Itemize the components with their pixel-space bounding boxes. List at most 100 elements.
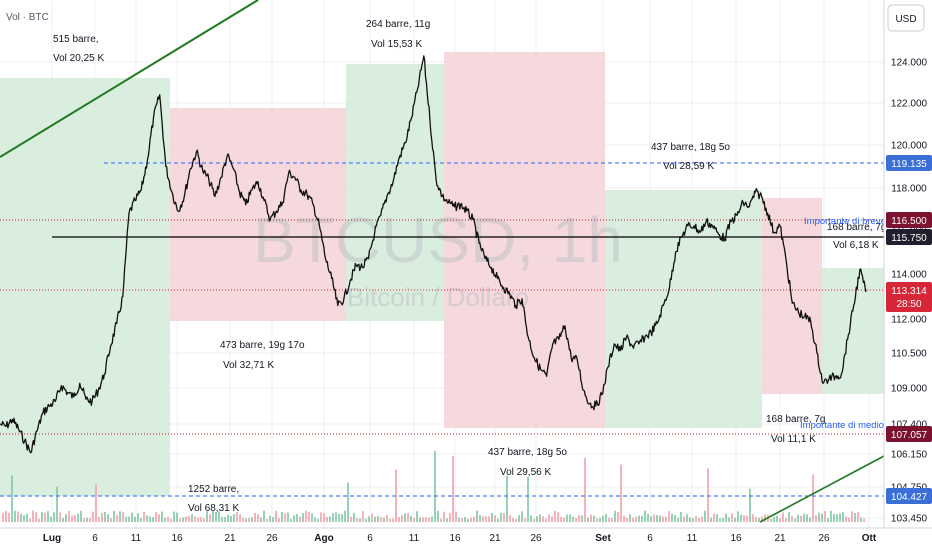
x-tick-label: 26: [818, 533, 830, 544]
price-series-line: [0, 55, 867, 454]
volume-bar: [761, 516, 763, 522]
annotation-4-line2: Vol 6,18 K: [833, 240, 879, 251]
volume-bar: [404, 513, 406, 522]
volume-bar: [632, 517, 634, 522]
volume-bar: [365, 518, 367, 522]
volume-bar: [347, 482, 349, 522]
volume-bar: [791, 516, 793, 522]
tag-104427-bg: [886, 488, 932, 504]
volume-bar: [563, 517, 565, 522]
volume-bar: [23, 515, 25, 522]
annotation-3-line1: 437 barre, 18g 5o: [651, 142, 730, 153]
volume-bar: [398, 517, 400, 522]
volume-bar: [674, 515, 676, 522]
y-tick-label: 114.000: [891, 270, 927, 281]
volume-bar: [269, 515, 271, 522]
volume-bar: [26, 513, 28, 522]
volume-bar: [5, 511, 7, 522]
tag-119135-bg: [886, 155, 932, 171]
volume-bar: [272, 517, 274, 522]
volume-bar: [419, 517, 421, 522]
volume-bar: [68, 511, 70, 522]
volume-bar: [278, 518, 280, 522]
currency-button[interactable]: USD: [887, 4, 925, 32]
volume-bar: [662, 516, 664, 522]
volume-bar: [794, 518, 796, 522]
volume-bar: [647, 513, 649, 522]
volume-bar: [665, 516, 667, 522]
volume-bar: [185, 516, 187, 522]
volume-bar: [701, 516, 703, 522]
volume-bar: [437, 510, 439, 522]
volume-bar: [329, 516, 331, 522]
volume-bar: [143, 512, 145, 522]
volume-bar: [812, 474, 814, 522]
volume-bar: [659, 515, 661, 522]
volume-bar: [125, 516, 127, 522]
volume-bar: [509, 515, 511, 522]
trendline-upper[interactable]: [0, 0, 259, 158]
annotation-2-line2: Vol 15,53 K: [371, 39, 422, 50]
volume-bar: [785, 518, 787, 522]
volume-bar: [458, 517, 460, 522]
volume-bar: [497, 518, 499, 522]
volume-bar: [494, 515, 496, 522]
annotation-6-line2: Vol 11,1 K: [771, 434, 816, 445]
volume-bar: [188, 515, 190, 522]
volume-bar: [215, 512, 217, 522]
time-axis-panel[interactable]: [0, 528, 884, 550]
volume-bar: [326, 517, 328, 522]
volume-bar: [14, 510, 16, 522]
volume-bar: [821, 513, 823, 522]
volume-bar: [245, 518, 247, 522]
trendline-lower[interactable]: [759, 455, 885, 523]
volume-bar: [311, 513, 313, 522]
volume-bar: [434, 450, 436, 522]
volume-bar: [353, 512, 355, 522]
x-tick-label: 21: [774, 533, 786, 544]
volume-bar: [239, 514, 241, 522]
x-tick-label: 6: [367, 533, 373, 544]
volume-bar: [284, 513, 286, 522]
volume-bar: [377, 516, 379, 522]
volume-bar: [134, 516, 136, 522]
y-tick-label: 110.500: [891, 349, 927, 360]
volume-bar: [842, 512, 844, 522]
volume-bar: [56, 486, 58, 522]
volume-bar: [734, 517, 736, 522]
volume-bar: [110, 518, 112, 522]
volume-bar: [455, 511, 457, 522]
volume-bar: [809, 517, 811, 522]
volume-bar: [299, 516, 301, 522]
volume-bar: [629, 514, 631, 522]
volume-bar: [527, 476, 529, 522]
volume-bar: [254, 513, 256, 522]
volume-bar: [200, 517, 202, 522]
tag-116500: 116.500: [891, 216, 927, 227]
volume-bar: [380, 517, 382, 522]
volume-bar: [344, 510, 346, 522]
volume-bar: [599, 517, 601, 522]
watermark-name: Bitcoin / Dollaro: [347, 282, 529, 312]
volume-bar: [548, 514, 550, 522]
volume-bar: [338, 513, 340, 522]
volume-bar: [59, 512, 61, 522]
volume-bar: [308, 511, 310, 522]
volume-bar: [689, 517, 691, 522]
volume-bar: [368, 516, 370, 522]
volume-bar: [719, 518, 721, 522]
annotation-3-line2: Vol 28,59 K: [663, 161, 714, 172]
volume-bar: [62, 517, 64, 522]
volume-bar: [845, 516, 847, 522]
volume-bar: [224, 517, 226, 522]
volume-bar: [611, 518, 613, 522]
annotation-8-line1: 1252 barre,: [188, 484, 239, 495]
volume-bar: [131, 512, 133, 522]
volume-bar: [638, 515, 640, 522]
green-zone-4: [822, 268, 884, 394]
volume-bar: [248, 517, 250, 522]
volume-bar: [788, 512, 790, 522]
volume-bar: [182, 517, 184, 522]
